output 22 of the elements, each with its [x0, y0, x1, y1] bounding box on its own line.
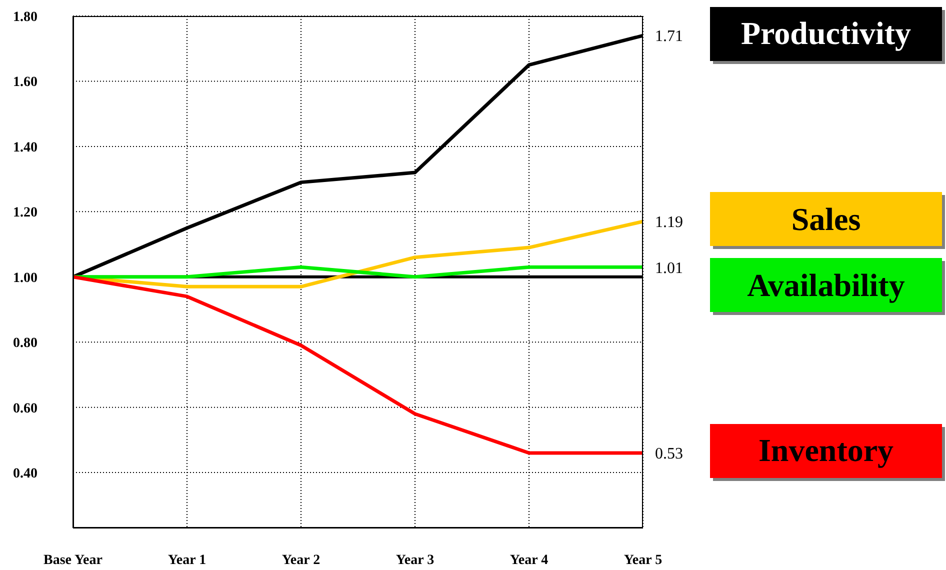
x-tick-label: Year 5: [624, 553, 662, 568]
x-tick-label: Base Year: [44, 553, 102, 568]
x-tick-label: Year 2: [282, 553, 320, 568]
x-tick-label: Year 1: [168, 553, 206, 568]
annotation: 1.19: [655, 214, 683, 232]
y-tick-label: 1.40: [13, 140, 38, 156]
y-tick-label: 0.80: [13, 336, 38, 352]
y-tick-label: 0.60: [13, 401, 38, 416]
x-tick-label: Year 4: [510, 553, 548, 568]
y-tick-label: 1.60: [13, 75, 38, 90]
text: Sales: [791, 200, 861, 238]
annotation: 1.71: [655, 28, 683, 46]
y-tick-label: 1.80: [13, 10, 38, 25]
text: Availability: [747, 266, 905, 304]
y-tick-label: 1.00: [13, 270, 38, 286]
y-tick-label: 0.40: [13, 466, 38, 482]
annotation: 1.01: [655, 260, 683, 277]
text: Productivity: [740, 15, 912, 52]
text: Inventory: [758, 432, 894, 470]
x-tick-label: Year 3: [396, 553, 434, 568]
y-tick-label: 1.20: [13, 206, 38, 221]
annotation: 0.53: [655, 446, 683, 463]
